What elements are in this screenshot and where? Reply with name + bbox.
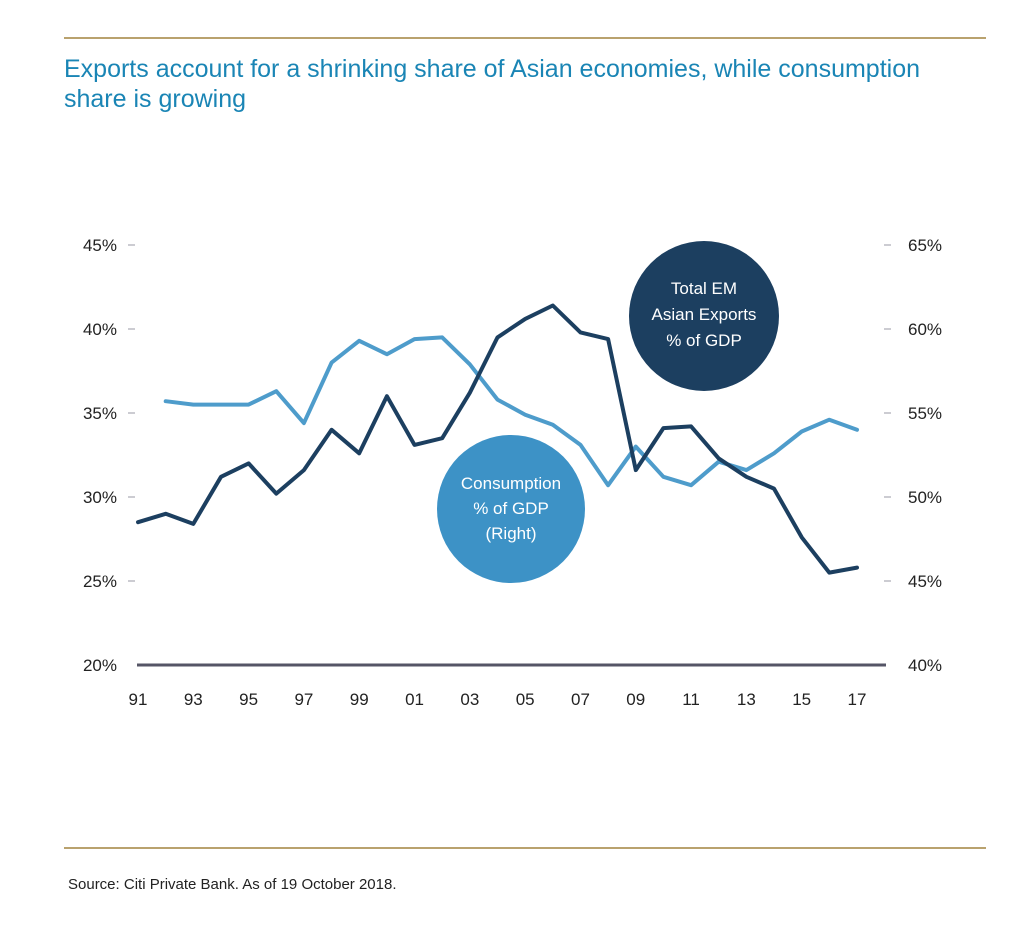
bubble-label-text: (Right) <box>485 524 536 543</box>
right-y-tick-label: 60% <box>908 320 942 339</box>
right-y-tick-label: 65% <box>908 236 942 255</box>
right-y-tick-label: 45% <box>908 572 942 591</box>
line-chart: 20% 25% 30% 35% 40% 45% 40% 45% 50% 55% 60% 65% 91… <box>83 236 942 709</box>
x-tick-label: 99 <box>350 690 369 709</box>
x-axis: 91 93 95 97 99 01 03 05 07 09 11 13 15 17 <box>129 663 886 709</box>
x-tick-label: 91 <box>129 690 148 709</box>
bubble-label-text: % of GDP <box>666 331 742 350</box>
x-tick-label: 97 <box>294 690 313 709</box>
x-tick-label: 09 <box>626 690 645 709</box>
x-tick-label: 17 <box>848 690 867 709</box>
x-tick-label: 05 <box>516 690 535 709</box>
top-divider <box>64 37 986 39</box>
right-y-tick-label: 55% <box>908 404 942 423</box>
bubble-label-text: % of GDP <box>473 499 549 518</box>
series-layer <box>136 303 859 575</box>
left-y-axis: 20% 25% 30% 35% 40% 45% <box>83 236 135 675</box>
left-y-tick-label: 25% <box>83 572 117 591</box>
bubble-label-text: Asian Exports <box>652 305 757 324</box>
bubble-label-text: Total EM <box>671 279 737 298</box>
left-y-tick-label: 30% <box>83 488 117 507</box>
bottom-divider <box>64 847 986 849</box>
x-tick-label: 13 <box>737 690 756 709</box>
right-y-tick-label: 50% <box>908 488 942 507</box>
right-y-axis: 40% 45% 50% 55% 60% 65% <box>884 236 942 675</box>
x-tick-label: 07 <box>571 690 590 709</box>
x-tick-label: 03 <box>460 690 479 709</box>
x-tick-label: 01 <box>405 690 424 709</box>
bubble-label-text: Consumption <box>461 474 561 493</box>
x-tick-label: 15 <box>792 690 811 709</box>
chart-title: Exports account for a shrinking share of… <box>64 55 921 113</box>
exports-series-line <box>136 303 859 575</box>
left-y-tick-label: 40% <box>83 320 117 339</box>
x-tick-label: 95 <box>239 690 258 709</box>
exports-label-bubble <box>629 241 779 391</box>
series-labels: Total EM Asian Exports % of GDP Consumption… <box>437 241 779 583</box>
source-note: Source: Citi Private Bank. As of 19 Octo… <box>68 876 397 893</box>
x-tick-label: 93 <box>184 690 203 709</box>
right-y-tick-label: 40% <box>908 656 942 675</box>
x-tick-label: 11 <box>682 690 700 709</box>
consumption-label-bubble <box>437 435 585 583</box>
left-y-tick-label: 20% <box>83 656 117 675</box>
left-y-tick-label: 45% <box>83 236 117 255</box>
consumption-series-line <box>163 335 859 488</box>
left-y-tick-label: 35% <box>83 404 117 423</box>
